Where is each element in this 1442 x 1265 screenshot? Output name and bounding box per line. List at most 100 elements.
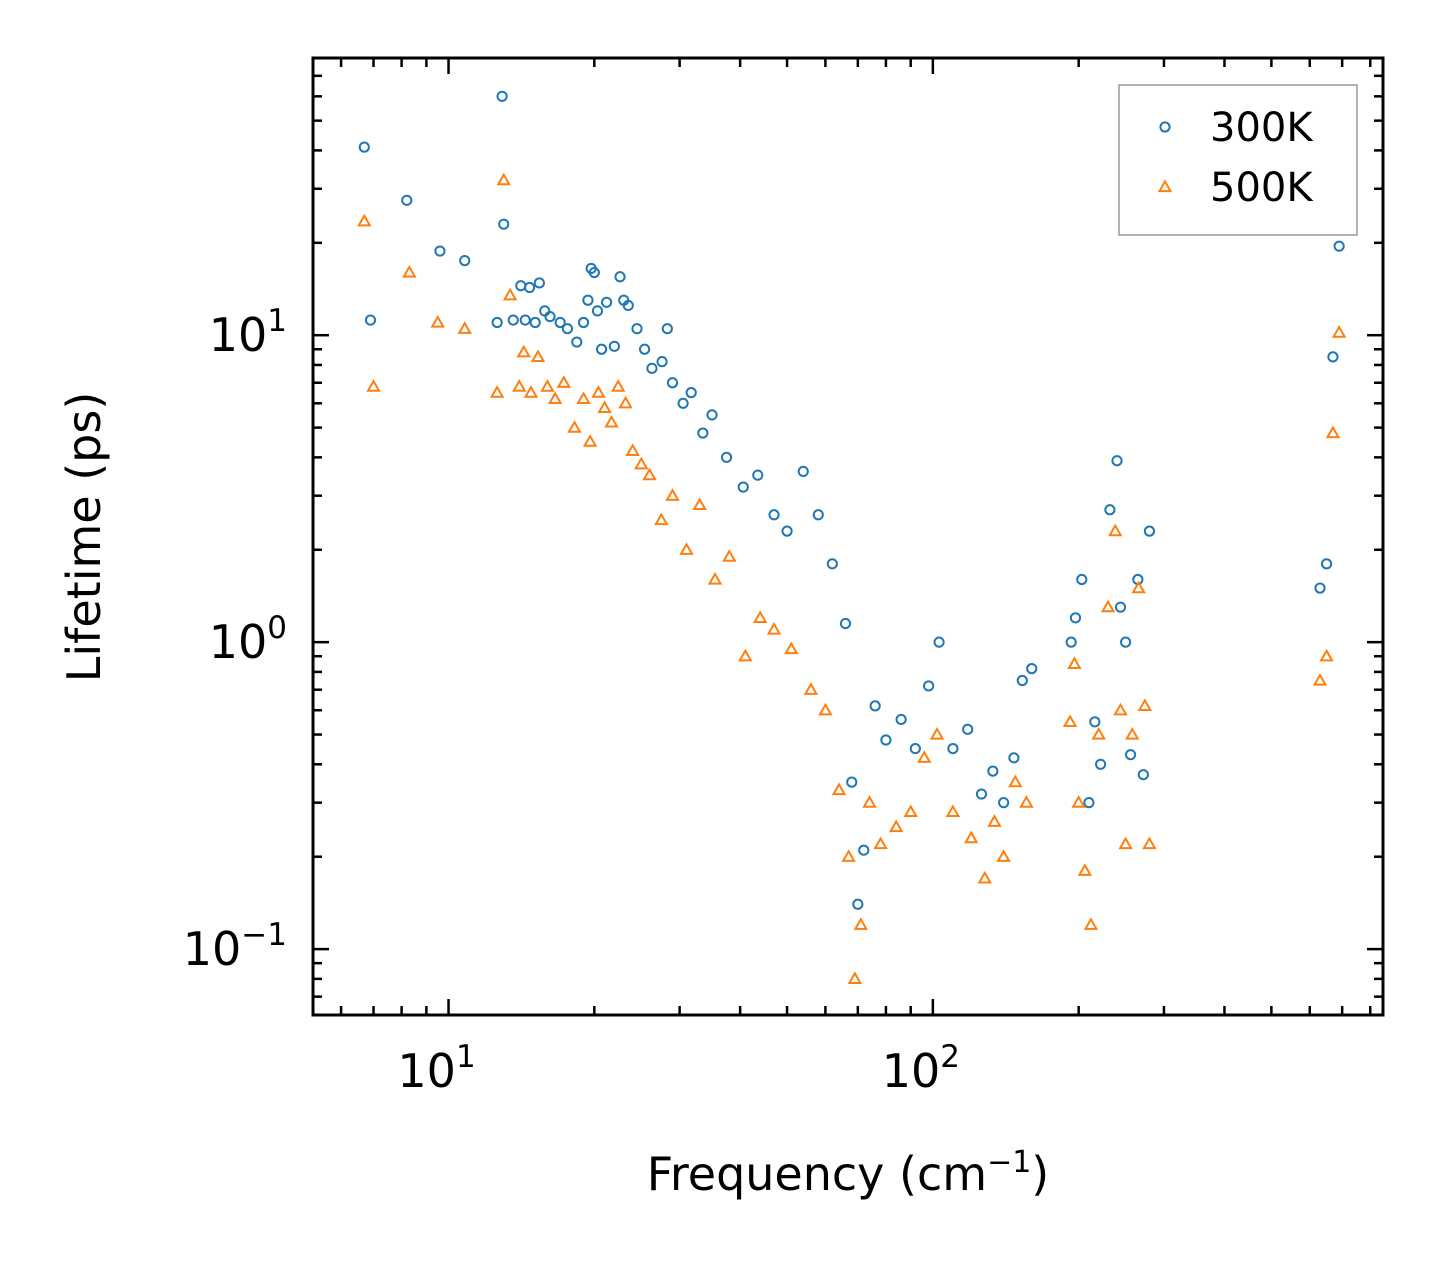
- data-point: [597, 400, 612, 413]
- y-axis-label: Lifetime (ps): [57, 392, 111, 683]
- data-point: [1143, 525, 1156, 537]
- data-point: [582, 294, 594, 306]
- data-point: [498, 218, 510, 230]
- data-point: [533, 277, 545, 289]
- data-point: [591, 305, 604, 317]
- data-point: [618, 395, 633, 409]
- series-layer: [357, 90, 1347, 984]
- data-point: [846, 776, 858, 788]
- data-point: [692, 497, 707, 511]
- data-point: [858, 844, 870, 856]
- data-point: [880, 734, 892, 746]
- data-point: [540, 379, 555, 392]
- data-point: [797, 465, 809, 477]
- data-point: [491, 316, 503, 329]
- data-point: [826, 558, 838, 570]
- data-point: [852, 898, 864, 910]
- data-point: [752, 610, 768, 623]
- data-point: [364, 314, 377, 326]
- data-point: [1142, 836, 1157, 850]
- data-point: [831, 782, 847, 796]
- data-point: [720, 451, 733, 463]
- data-point: [646, 362, 658, 374]
- legend-marker-300K: [1159, 121, 1171, 133]
- data-point: [1095, 758, 1107, 770]
- data-point: [707, 571, 723, 585]
- data-point: [639, 343, 651, 355]
- data-point: [975, 788, 988, 800]
- data-point: [685, 387, 697, 399]
- data-point: [516, 344, 531, 358]
- data-point: [963, 830, 979, 844]
- series-300K: [358, 90, 1345, 910]
- data-point: [523, 385, 539, 398]
- data-point: [737, 481, 749, 493]
- data-point: [784, 641, 799, 655]
- data-point: [677, 397, 689, 409]
- data-point: [519, 314, 531, 326]
- data-point: [434, 245, 446, 257]
- data-point: [752, 469, 764, 481]
- data-point: [1108, 523, 1123, 537]
- data-point: [1083, 917, 1099, 930]
- data-point: [604, 414, 619, 428]
- data-point: [459, 255, 471, 267]
- data-point: [631, 323, 643, 335]
- data-point: [1100, 599, 1116, 613]
- data-point: [1104, 504, 1116, 516]
- data-point: [595, 343, 608, 355]
- data-point: [738, 648, 753, 662]
- data-point: [358, 141, 370, 153]
- data-point: [1091, 727, 1106, 740]
- data-point: [679, 542, 694, 555]
- data-point: [457, 321, 472, 334]
- data-point: [862, 795, 877, 808]
- data-point: [577, 316, 590, 329]
- data-point: [496, 90, 508, 102]
- data-point: [803, 682, 819, 695]
- data-point: [1077, 863, 1093, 876]
- data-point: [987, 814, 1002, 827]
- data-point: [909, 743, 921, 755]
- data-point: [1319, 648, 1334, 662]
- data-point: [529, 316, 541, 329]
- legend-entries: 300K 500K: [1157, 105, 1314, 211]
- data-point: [554, 316, 566, 329]
- data-point: [1067, 656, 1082, 669]
- data-point: [945, 804, 961, 817]
- data-point: [567, 420, 582, 433]
- y-tick-label: 100: [209, 610, 287, 669]
- data-point: [706, 409, 718, 421]
- data-point: [781, 525, 793, 537]
- data-point: [512, 379, 527, 392]
- data-point: [502, 287, 518, 301]
- legend-marker-500K: [1157, 179, 1173, 193]
- data-point: [888, 819, 904, 833]
- data-point: [1118, 836, 1133, 850]
- data-point: [1114, 601, 1127, 613]
- data-point: [544, 310, 556, 323]
- data-point: [1008, 774, 1023, 788]
- legend-box: [1118, 84, 1358, 236]
- data-point: [1019, 795, 1034, 808]
- data-point: [366, 379, 381, 392]
- data-point: [547, 391, 563, 405]
- data-point: [1331, 325, 1347, 338]
- data-point: [1026, 663, 1038, 675]
- legend-label-300K: 300K: [1210, 105, 1314, 151]
- legend: 300K 500K: [1118, 84, 1358, 236]
- data-point: [571, 336, 583, 348]
- data-point: [1076, 573, 1088, 586]
- data-point: [1062, 714, 1078, 727]
- data-point: [614, 271, 626, 283]
- data-point: [1119, 636, 1132, 648]
- data-point: [582, 434, 598, 447]
- plot-frame: [311, 56, 1385, 1017]
- data-point: [622, 299, 634, 312]
- data-point: [977, 870, 993, 884]
- data-point: [1325, 425, 1341, 439]
- data-point: [1008, 752, 1020, 764]
- data-point: [1071, 795, 1086, 808]
- data-point: [933, 636, 945, 648]
- data-point: [722, 549, 737, 562]
